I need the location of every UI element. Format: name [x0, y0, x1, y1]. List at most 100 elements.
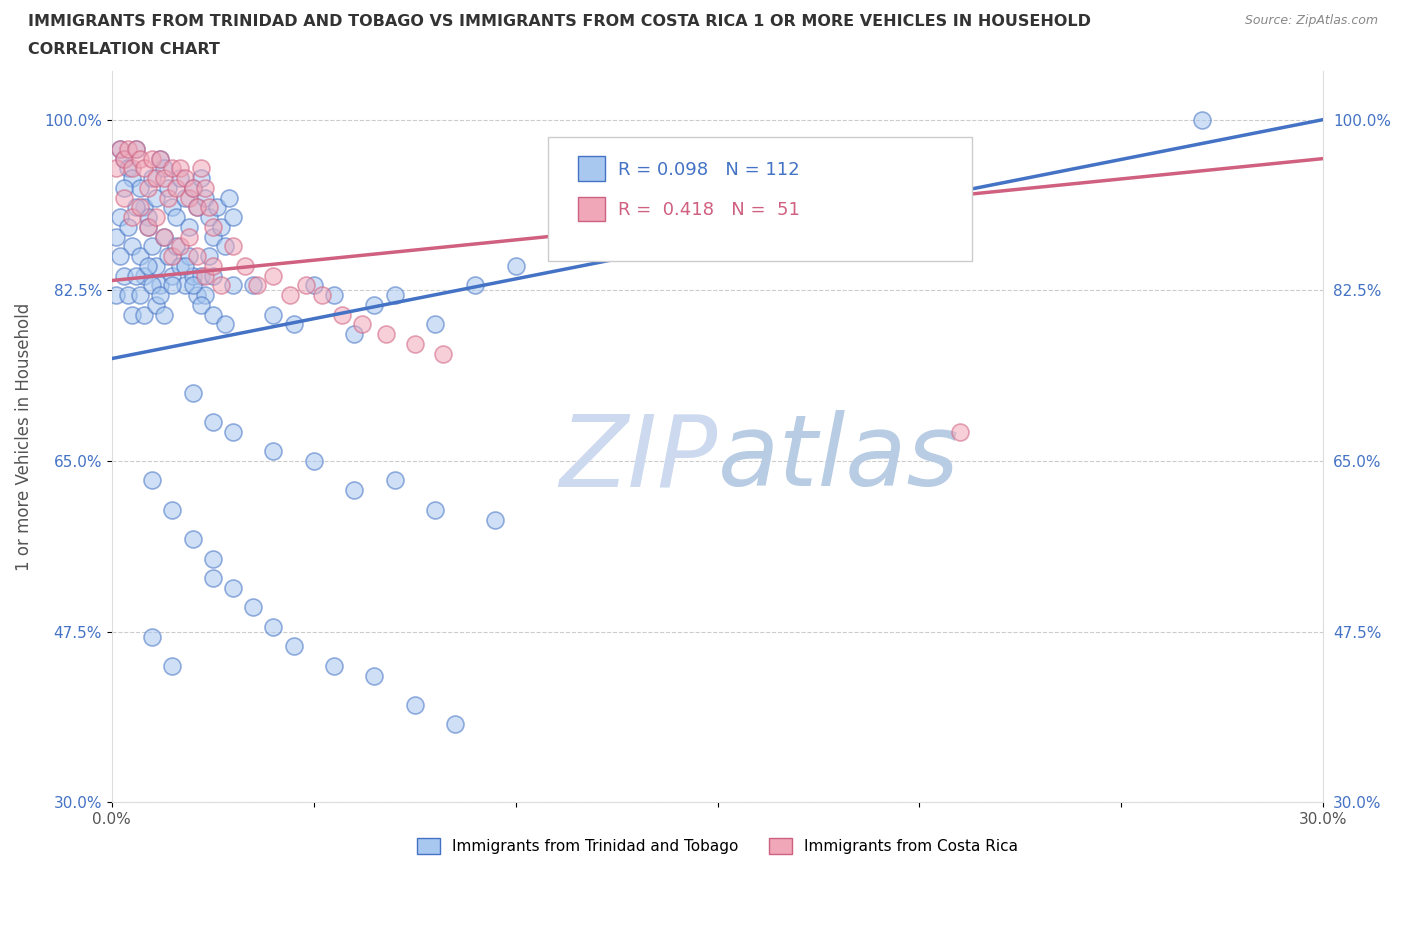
Point: [104, 229, 127, 244]
Point: [190, 171, 212, 186]
Point: [177, 229, 200, 244]
Text: Source: ZipAtlas.com: Source: ZipAtlas.com: [1244, 14, 1378, 27]
Point: [186, 287, 208, 302]
Point: [153, 229, 176, 244]
Point: [129, 248, 152, 263]
Point: [201, 259, 224, 273]
Point: [165, 180, 187, 195]
Point: [136, 259, 159, 273]
Point: [169, 161, 191, 176]
Point: [145, 171, 167, 186]
Point: [283, 639, 305, 654]
Point: [194, 268, 217, 283]
Point: [363, 668, 385, 683]
Point: [190, 268, 212, 283]
Point: [173, 190, 195, 205]
Point: [112, 152, 135, 166]
Point: [181, 180, 204, 195]
Point: [444, 717, 467, 732]
Point: [505, 259, 527, 273]
Point: [177, 219, 200, 234]
Point: [121, 171, 143, 186]
Point: [112, 152, 135, 166]
Point: [181, 278, 204, 293]
Point: [1191, 113, 1213, 127]
Point: [363, 298, 385, 312]
Point: [141, 278, 163, 293]
Point: [112, 268, 135, 283]
FancyBboxPatch shape: [548, 137, 972, 261]
Point: [194, 287, 217, 302]
Point: [197, 209, 219, 224]
Point: [149, 152, 172, 166]
Point: [283, 317, 305, 332]
Point: [181, 180, 204, 195]
Point: [311, 287, 333, 302]
Point: [121, 239, 143, 254]
Point: [121, 307, 143, 322]
Point: [117, 141, 139, 156]
Point: [134, 161, 156, 176]
Point: [302, 454, 325, 469]
Point: [162, 248, 184, 263]
Point: [222, 424, 245, 439]
FancyBboxPatch shape: [578, 196, 605, 220]
Point: [201, 229, 224, 244]
Point: [330, 307, 353, 322]
Point: [343, 483, 366, 498]
Point: [129, 180, 152, 195]
Point: [157, 190, 180, 205]
Point: [129, 200, 152, 215]
Point: [323, 658, 346, 673]
Point: [117, 219, 139, 234]
Point: [205, 200, 228, 215]
Point: [323, 287, 346, 302]
Point: [242, 600, 264, 615]
Point: [949, 424, 972, 439]
Point: [177, 190, 200, 205]
Point: [194, 190, 217, 205]
Point: [108, 141, 131, 156]
Point: [125, 200, 148, 215]
Point: [209, 278, 232, 293]
Point: [134, 200, 156, 215]
Point: [197, 200, 219, 215]
Point: [112, 180, 135, 195]
Point: [209, 219, 232, 234]
Point: [121, 209, 143, 224]
Text: CORRELATION CHART: CORRELATION CHART: [28, 42, 219, 57]
Point: [246, 278, 269, 293]
Point: [149, 278, 172, 293]
Point: [222, 580, 245, 595]
Point: [262, 619, 284, 634]
Text: ZIP: ZIP: [560, 410, 717, 507]
Point: [201, 307, 224, 322]
Point: [302, 278, 325, 293]
Point: [201, 219, 224, 234]
Point: [153, 161, 176, 176]
Point: [190, 298, 212, 312]
Point: [173, 171, 195, 186]
Point: [145, 298, 167, 312]
Point: [149, 287, 172, 302]
Text: IMMIGRANTS FROM TRINIDAD AND TOBAGO VS IMMIGRANTS FROM COSTA RICA 1 OR MORE VEHI: IMMIGRANTS FROM TRINIDAD AND TOBAGO VS I…: [28, 14, 1091, 29]
Point: [153, 229, 176, 244]
Point: [125, 268, 148, 283]
Point: [165, 209, 187, 224]
Point: [162, 268, 184, 283]
Point: [233, 259, 256, 273]
Point: [145, 190, 167, 205]
Point: [186, 248, 208, 263]
Point: [173, 278, 195, 293]
Point: [162, 161, 184, 176]
Point: [141, 239, 163, 254]
Point: [165, 239, 187, 254]
Point: [343, 326, 366, 341]
Point: [121, 161, 143, 176]
Point: [162, 502, 184, 517]
Point: [153, 307, 176, 322]
Point: [169, 259, 191, 273]
Text: R =  0.418   N =  51: R = 0.418 N = 51: [619, 201, 800, 219]
Point: [201, 415, 224, 430]
Point: [423, 502, 446, 517]
